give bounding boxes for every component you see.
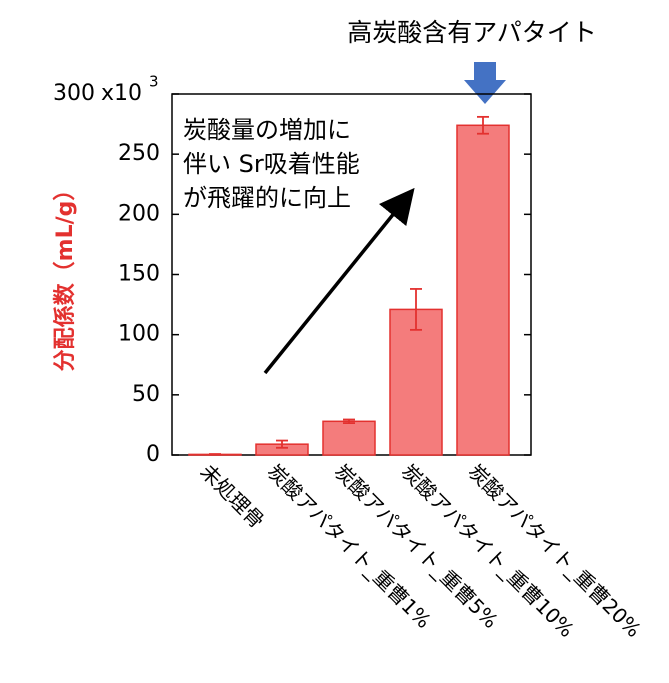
- error-bar: [477, 115, 489, 135]
- y-scale-exponent: 3: [149, 73, 159, 91]
- bar: [456, 124, 510, 456]
- y-scale-base: x10: [101, 81, 142, 106]
- y-tick-label: 200: [118, 201, 160, 226]
- y-tick-label: 250: [118, 141, 160, 166]
- y-axis-label: 分配係数（mL/g）: [52, 179, 78, 372]
- y-tick-label: 300: [53, 81, 95, 106]
- bar: [322, 420, 376, 456]
- header-label: 高炭酸含有アパタイト: [347, 18, 597, 47]
- trend-arrow: [263, 187, 415, 375]
- y-tick-label: 0: [146, 442, 160, 467]
- annotation-line: が飛躍的に向上: [183, 184, 351, 212]
- y-tick-label: 150: [118, 262, 160, 287]
- highlight-arrow: [464, 62, 506, 104]
- error-bar: [276, 439, 288, 449]
- y-tick-label: 50: [132, 382, 160, 407]
- x-tick-label: 未処理骨: [196, 459, 270, 533]
- annotation-line: 伴い Sr吸着性能: [183, 150, 360, 178]
- bar: [389, 308, 443, 456]
- error-bar: [343, 418, 355, 425]
- y-tick-label: 100: [118, 322, 160, 347]
- annotation-line: 炭酸量の増加に: [183, 116, 351, 144]
- error-bar: [209, 453, 221, 456]
- error-bar: [410, 288, 422, 331]
